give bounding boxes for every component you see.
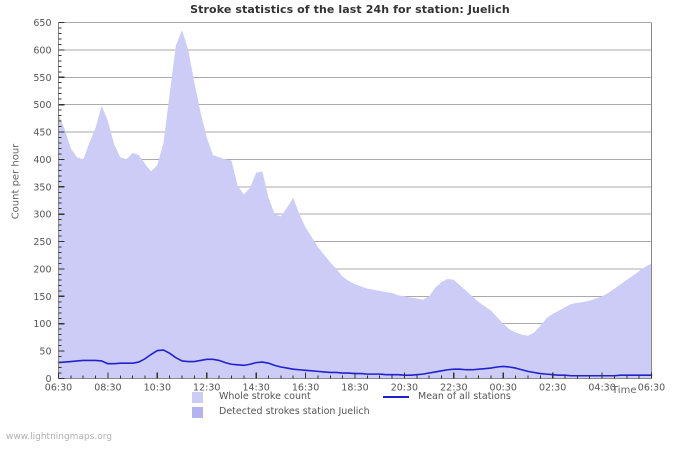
svg-text:250: 250 bbox=[33, 237, 51, 248]
svg-text:600: 600 bbox=[33, 45, 51, 56]
footer-credit: www.lightningmaps.org bbox=[6, 432, 112, 442]
legend-swatch-whole-stroke-count bbox=[192, 392, 203, 403]
y-axis-tick-labels: 0 50 100 150 200 250 300 350 400 450 500 550 600 650 bbox=[33, 18, 51, 385]
svg-text:04:30: 04:30 bbox=[588, 383, 615, 394]
chart-legend: Whole stroke count Detected strokes stat… bbox=[0, 391, 700, 425]
x-axis-tick-labels: 06:30 08:30 10:30 12:30 14:30 16:30 18:30 20:30… bbox=[45, 383, 665, 394]
svg-text:10:30: 10:30 bbox=[144, 383, 171, 394]
legend-label-detected-strokes: Detected strokes station Juelich bbox=[219, 406, 370, 417]
chart-title: Stroke statistics of the last 24h for st… bbox=[190, 3, 510, 16]
axes bbox=[57, 21, 653, 380]
svg-text:400: 400 bbox=[33, 155, 51, 166]
svg-text:06:30: 06:30 bbox=[45, 383, 72, 394]
svg-text:00:30: 00:30 bbox=[490, 383, 517, 394]
legend-swatch-detected-strokes bbox=[192, 407, 203, 418]
svg-text:100: 100 bbox=[33, 319, 51, 330]
svg-text:18:30: 18:30 bbox=[341, 383, 368, 394]
svg-text:650: 650 bbox=[33, 18, 51, 29]
svg-text:22:30: 22:30 bbox=[440, 383, 467, 394]
svg-text:500: 500 bbox=[33, 100, 51, 111]
legend-label-whole-stroke-count: Whole stroke count bbox=[219, 391, 311, 402]
svg-text:0: 0 bbox=[45, 374, 51, 385]
svg-text:20:30: 20:30 bbox=[391, 383, 418, 394]
legend-line-mean-of-all-stations bbox=[383, 396, 409, 398]
svg-text:150: 150 bbox=[33, 292, 51, 303]
svg-text:16:30: 16:30 bbox=[292, 383, 319, 394]
svg-text:300: 300 bbox=[33, 210, 51, 221]
svg-text:50: 50 bbox=[39, 347, 51, 358]
svg-text:550: 550 bbox=[33, 73, 51, 84]
svg-text:350: 350 bbox=[33, 182, 51, 193]
y-axis-title: Count per hour bbox=[10, 143, 22, 220]
svg-text:200: 200 bbox=[33, 264, 51, 275]
x-axis-title: Time bbox=[612, 385, 637, 396]
svg-text:08:30: 08:30 bbox=[94, 383, 121, 394]
svg-text:14:30: 14:30 bbox=[242, 383, 269, 394]
svg-text:02:30: 02:30 bbox=[539, 383, 566, 394]
svg-text:12:30: 12:30 bbox=[193, 383, 220, 394]
svg-text:06:30: 06:30 bbox=[638, 383, 665, 394]
series-area-whole-stroke-count bbox=[58, 30, 652, 379]
svg-text:450: 450 bbox=[33, 128, 51, 139]
legend-label-mean-of-all-stations: Mean of all stations bbox=[418, 391, 511, 402]
